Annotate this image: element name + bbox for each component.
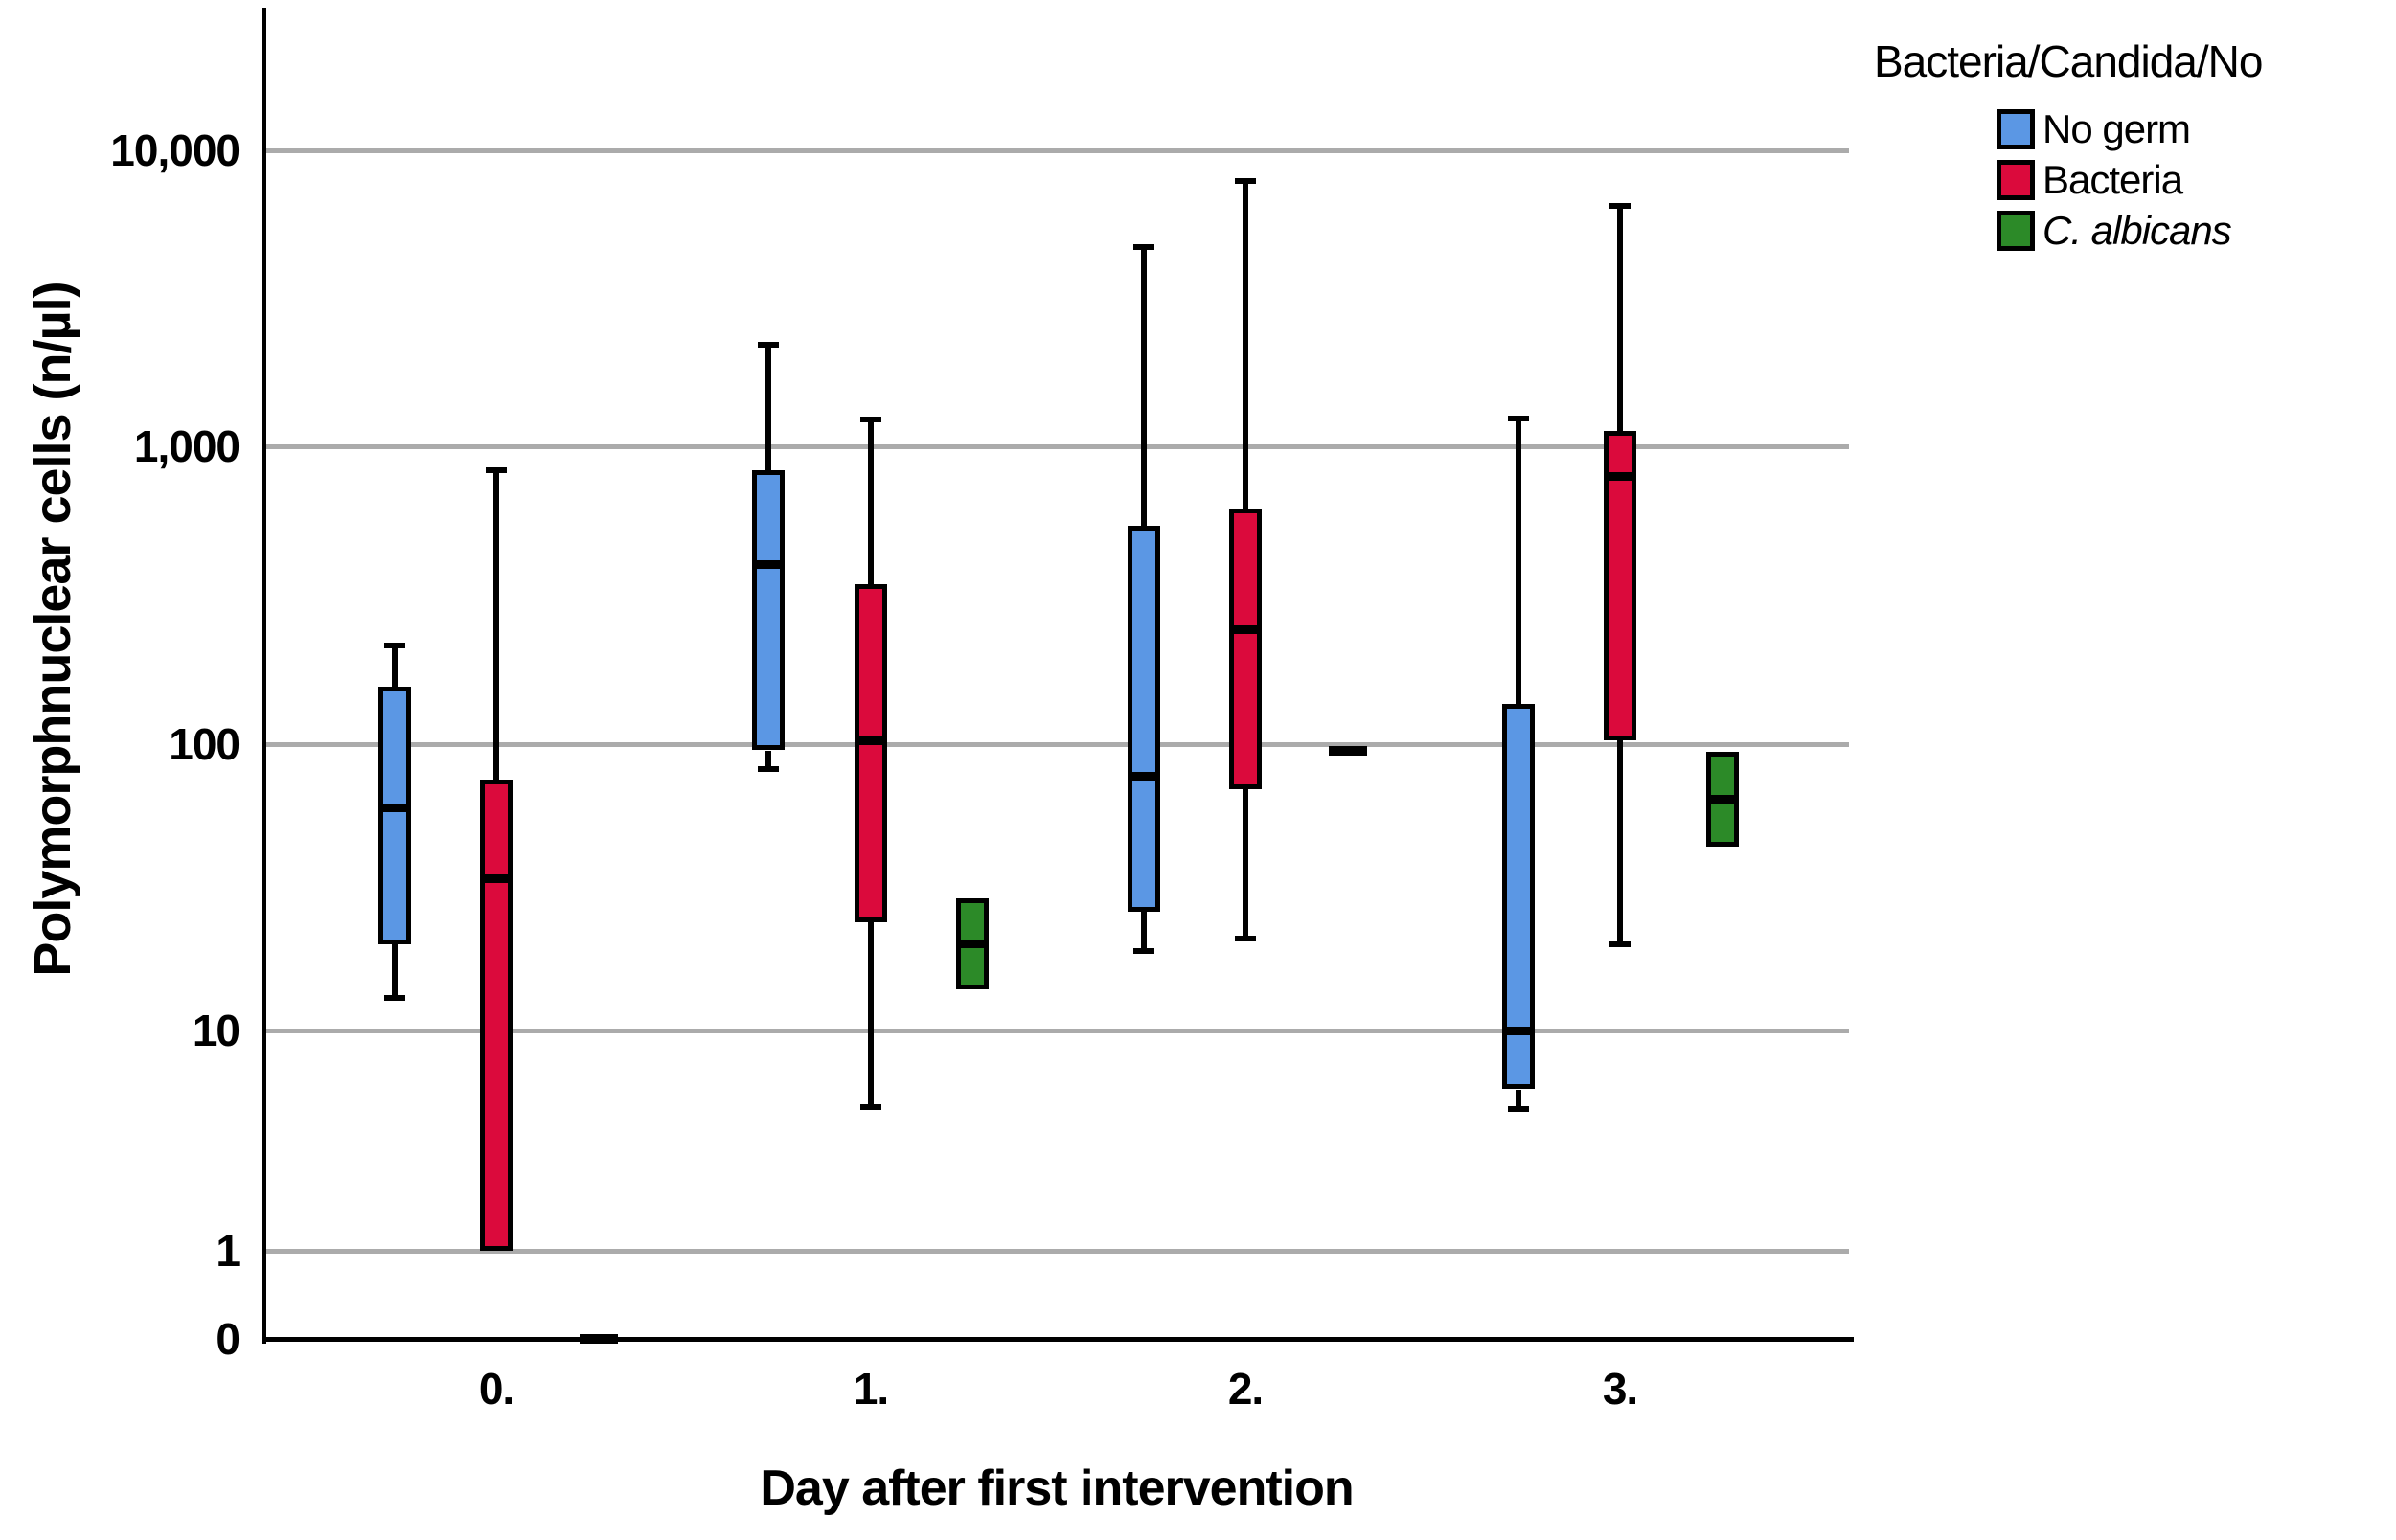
y-tick-label: 10 <box>192 1006 240 1055</box>
whisker-upper-bacteria-day2 <box>1243 181 1248 509</box>
whisker-cap-upper-bacteria-day0 <box>486 467 507 473</box>
whisker-upper-no-germ-day3 <box>1516 419 1521 704</box>
gridline <box>264 1249 1849 1254</box>
whisker-cap-lower-no-germ-day3 <box>1508 1106 1529 1112</box>
legend-items: No germ Bacteria C. albicans <box>1997 109 2262 251</box>
whisker-cap-lower-bacteria-day1 <box>860 1104 881 1110</box>
median-line-bacteria-day2 <box>1229 625 1262 634</box>
box-bacteria-day3 <box>1604 431 1636 740</box>
x-tick-label: 1. <box>853 1364 889 1414</box>
whisker-cap-upper-no-germ-day3 <box>1508 416 1529 421</box>
legend-swatch-c-albicans <box>1997 211 2035 251</box>
whisker-lower-no-germ-day2 <box>1141 912 1147 951</box>
whisker-lower-no-germ-day3 <box>1516 1090 1521 1109</box>
y-tick-label: 1,000 <box>133 421 240 471</box>
whisker-lower-bacteria-day2 <box>1243 788 1248 938</box>
whisker-cap-upper-bacteria-day2 <box>1235 178 1256 184</box>
legend-title: Bacteria/Candida/No <box>1874 36 2263 86</box>
whisker-upper-no-germ-day0 <box>392 645 398 687</box>
whisker-lower-bacteria-day1 <box>868 921 874 1106</box>
legend-label-c-albicans: C. albicans <box>2042 208 2232 253</box>
y-tick-label: 100 <box>169 719 240 769</box>
median-line-bacteria-day0 <box>480 874 513 883</box>
gridline <box>264 444 1849 449</box>
box-no-germ-day0 <box>378 687 411 944</box>
legend-item-no-germ: No germ <box>1997 109 2262 149</box>
gridline <box>264 1029 1849 1033</box>
y-axis-line <box>262 8 266 1344</box>
whisker-cap-lower-no-germ-day2 <box>1133 948 1154 954</box>
flat-median-dash-c-albicans-day2 <box>1329 746 1367 756</box>
box-no-germ-day1 <box>752 470 785 750</box>
y-tick-label: 0 <box>216 1314 240 1364</box>
whisker-cap-upper-bacteria-day3 <box>1609 203 1631 209</box>
whisker-upper-no-germ-day1 <box>765 345 771 470</box>
whisker-cap-upper-bacteria-day1 <box>860 417 881 422</box>
whisker-cap-lower-bacteria-day2 <box>1235 936 1256 941</box>
gridline <box>264 148 1849 153</box>
whisker-cap-upper-no-germ-day1 <box>758 342 779 348</box>
x-axis-title: Day after first intervention <box>760 1461 1354 1516</box>
box-bacteria-day0 <box>480 780 513 1251</box>
whisker-upper-bacteria-day3 <box>1617 206 1623 431</box>
whisker-lower-no-germ-day0 <box>392 944 398 998</box>
whisker-cap-lower-bacteria-day3 <box>1609 941 1631 947</box>
x-tick-label: 2. <box>1227 1364 1264 1414</box>
whisker-cap-lower-no-germ-day1 <box>758 766 779 772</box>
box-no-germ-day3 <box>1502 704 1535 1089</box>
median-line-no-germ-day3 <box>1502 1027 1535 1035</box>
legend-item-bacteria: Bacteria <box>1997 160 2262 200</box>
median-line-no-germ-day2 <box>1128 772 1160 781</box>
legend: Bacteria/Candida/No No germ Bacteria C. al… <box>1874 34 2263 251</box>
whisker-lower-bacteria-day3 <box>1617 740 1623 944</box>
box-bacteria-day2 <box>1229 509 1262 789</box>
median-line-c-albicans-day1 <box>956 940 989 948</box>
whisker-cap-lower-no-germ-day0 <box>384 995 405 1001</box>
median-line-c-albicans-day3 <box>1706 795 1739 804</box>
x-axis-line <box>262 1337 1854 1342</box>
median-line-bacteria-day3 <box>1604 472 1636 481</box>
whisker-upper-bacteria-day1 <box>868 419 874 584</box>
legend-swatch-no-germ <box>1997 109 2035 149</box>
x-tick-label: 0. <box>478 1364 514 1414</box>
y-tick-label: 10,000 <box>110 125 240 175</box>
median-line-no-germ-day0 <box>378 804 411 812</box>
median-line-bacteria-day1 <box>855 736 887 745</box>
median-line-no-germ-day1 <box>752 560 785 569</box>
whisker-upper-no-germ-day2 <box>1141 247 1147 526</box>
whisker-lower-no-germ-day1 <box>765 751 771 769</box>
box-bacteria-day1 <box>855 584 887 922</box>
flat-median-dash-c-albicans-day0 <box>580 1334 618 1344</box>
legend-label-no-germ: No germ <box>2042 106 2191 151</box>
box-no-germ-day2 <box>1128 526 1160 912</box>
x-tick-label: 3. <box>1602 1364 1638 1414</box>
whisker-upper-bacteria-day0 <box>493 470 499 780</box>
whisker-cap-upper-no-germ-day2 <box>1133 244 1154 250</box>
y-axis-title: Polymorphnuclear cells (n/µl) <box>24 282 81 977</box>
whisker-cap-upper-no-germ-day0 <box>384 643 405 648</box>
gridline <box>264 742 1849 747</box>
legend-label-bacteria: Bacteria <box>2042 157 2183 202</box>
legend-item-c-albicans: C. albicans <box>1997 211 2262 251</box>
y-tick-label: 1 <box>216 1226 240 1276</box>
legend-swatch-bacteria <box>1997 160 2035 200</box>
